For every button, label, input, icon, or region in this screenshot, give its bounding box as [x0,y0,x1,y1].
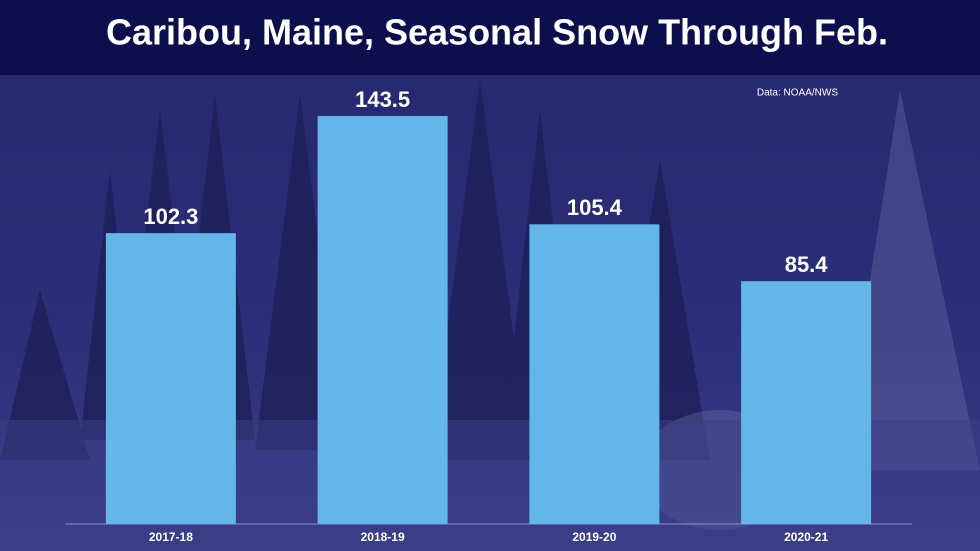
title-band [0,0,980,75]
bar [317,116,448,524]
value-label: 85.4 [785,252,829,277]
value-label: 143.5 [355,87,410,112]
x-tick-label: 2018-19 [361,530,405,544]
bar [741,281,872,524]
source-note: Data: NOAA/NWS [757,88,838,99]
x-tick-label: 2017-18 [149,530,193,544]
x-tick-label: 2019-20 [572,530,616,544]
value-label: 105.4 [567,195,623,220]
bar [105,233,236,524]
value-label: 102.3 [143,204,198,229]
chart-title: Caribou, Maine, Seasonal Snow Through Fe… [106,12,888,53]
bar [529,224,660,525]
x-tick-label: 2020-21 [784,530,828,544]
